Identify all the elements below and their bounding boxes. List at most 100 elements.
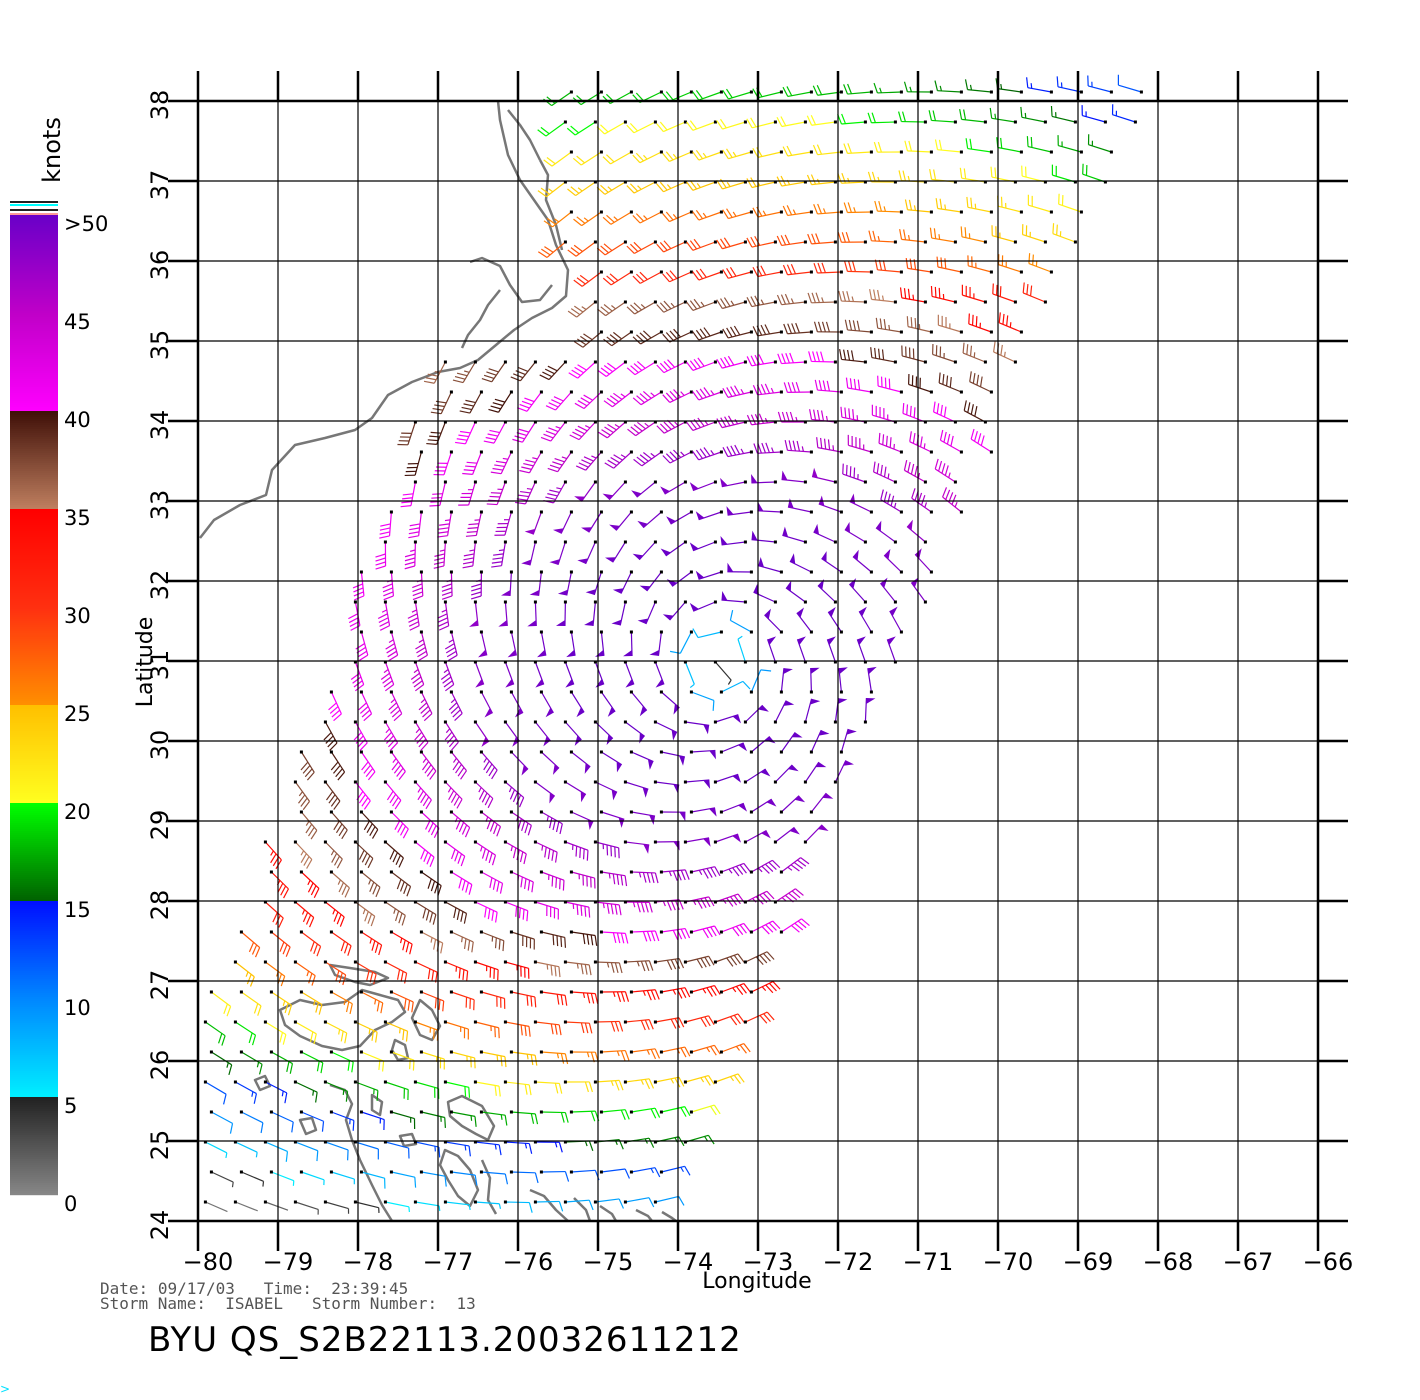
coastline-segment [507, 109, 542, 161]
wind-barb [449, 1170, 478, 1186]
wind-barb [659, 1106, 691, 1117]
wind-barb [263, 960, 286, 987]
wind-barb [996, 137, 1023, 154]
wind-barb [873, 141, 903, 154]
colorbar-band [10, 905, 58, 908]
wind-barb [599, 810, 625, 828]
wind-barb [602, 150, 633, 165]
wind-barb [785, 580, 807, 604]
wind-barb [653, 1076, 685, 1088]
wind-barb [452, 360, 477, 384]
colorbar-band [10, 321, 58, 324]
wind-barb [752, 324, 783, 337]
wind-barb [783, 322, 813, 335]
colorbar: 0 5 10 15 20 25 30 35 40 45 >50 [10, 201, 108, 1216]
colorbar-band [10, 251, 58, 254]
wind-barb [490, 450, 513, 475]
wind-barb [359, 810, 379, 839]
wind-barb [874, 200, 903, 214]
wind-barb [965, 138, 993, 154]
colorbar-band [10, 1173, 58, 1176]
wind-barb [263, 1200, 289, 1211]
colorbar-band [10, 539, 58, 542]
colorbar-band [10, 1071, 58, 1074]
colorbar-band [10, 1157, 58, 1160]
x-tick-label: −71 [903, 1248, 954, 1276]
colorbar-band [10, 1159, 58, 1162]
wind-barb [968, 313, 993, 334]
wind-barb [479, 1050, 507, 1068]
wind-barb [539, 870, 565, 891]
wind-barb [533, 780, 556, 804]
colorbar-band [10, 1191, 58, 1194]
colorbar-band [10, 837, 58, 840]
wind-barb [716, 355, 747, 369]
wind-barb [552, 510, 573, 534]
y-tick-label: 34 [146, 410, 174, 441]
wind-barb [524, 510, 543, 535]
wind-barb [533, 1080, 563, 1094]
wind-barb [543, 90, 573, 107]
wind-barb [473, 1020, 500, 1039]
wind-barb [809, 792, 834, 814]
wind-barb [569, 690, 585, 718]
wind-barb [596, 240, 627, 256]
colorbar-band [10, 903, 58, 906]
wind-barb [773, 826, 800, 844]
wind-barb [689, 985, 721, 997]
wind-barb [233, 1080, 258, 1104]
colorbar-band [10, 493, 58, 496]
colorbar-band [10, 581, 58, 584]
colorbar-band [10, 395, 58, 398]
x-tick-label: −75 [583, 1248, 634, 1276]
wind-barb [776, 293, 807, 306]
colorbar-band [10, 993, 58, 996]
coastline-segment [635, 1208, 653, 1222]
colorbar-band [10, 1045, 58, 1048]
wind-barb [462, 540, 477, 569]
wind-barb [883, 548, 903, 574]
wind-barb [329, 870, 350, 898]
wind-barb [269, 1170, 295, 1186]
wind-barb [299, 810, 318, 840]
wind-barb [293, 960, 316, 986]
colorbar-band [10, 325, 58, 328]
colorbar-band [10, 769, 58, 772]
wind-barb [462, 450, 483, 475]
colorbar-band [10, 323, 58, 326]
colorbar-band [10, 967, 58, 970]
colorbar-band [10, 481, 58, 484]
wind-barb [537, 120, 567, 137]
wind-barb [509, 930, 535, 950]
colorbar-band [10, 841, 58, 844]
wind-barb [773, 700, 795, 724]
wind-barb [843, 83, 873, 95]
wind-barb [263, 1020, 287, 1045]
wind-barb [632, 390, 663, 406]
colorbar-band [10, 977, 58, 980]
wind-barb [692, 149, 723, 161]
colorbar-band [10, 221, 58, 224]
colorbar-band [10, 909, 58, 912]
wind-barb [563, 900, 591, 918]
wind-barb [629, 870, 659, 884]
colorbar-band [10, 1115, 58, 1118]
wind-barb [443, 1200, 471, 1211]
wind-barb [383, 720, 399, 751]
colorbar-band [10, 1007, 58, 1010]
wind-barb [503, 1020, 531, 1037]
colorbar-band [10, 975, 58, 978]
colorbar-band [10, 739, 58, 742]
x-tick-label: −77 [423, 1248, 474, 1276]
colorbar-band [10, 881, 58, 884]
colorbar-band [10, 467, 58, 470]
colorbar-band [10, 983, 58, 986]
wind-barb [1058, 193, 1083, 214]
colorbar-band [10, 241, 58, 244]
colorbar-band [10, 1009, 58, 1012]
wind-barb [849, 493, 873, 514]
wind-barb [539, 750, 560, 775]
colorbar-band [10, 375, 58, 378]
wind-barb [359, 990, 384, 1014]
colorbar-band [10, 701, 58, 704]
